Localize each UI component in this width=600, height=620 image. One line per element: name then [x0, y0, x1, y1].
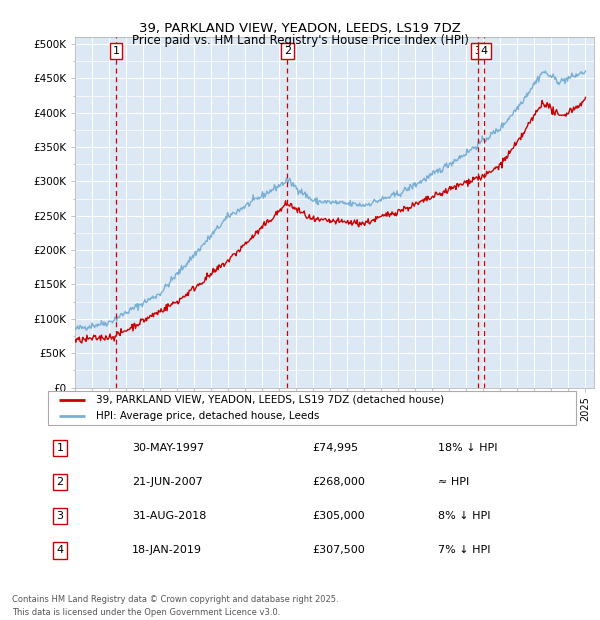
Text: 39, PARKLAND VIEW, YEADON, LEEDS, LS19 7DZ (detached house): 39, PARKLAND VIEW, YEADON, LEEDS, LS19 7…: [95, 395, 443, 405]
Text: 1: 1: [113, 46, 119, 56]
Text: ≈ HPI: ≈ HPI: [438, 477, 469, 487]
Text: 4: 4: [481, 46, 488, 56]
Text: 7% ↓ HPI: 7% ↓ HPI: [438, 545, 491, 556]
Text: £268,000: £268,000: [312, 477, 365, 487]
Text: 39, PARKLAND VIEW, YEADON, LEEDS, LS19 7DZ: 39, PARKLAND VIEW, YEADON, LEEDS, LS19 7…: [139, 22, 461, 35]
Text: 31-AUG-2018: 31-AUG-2018: [132, 511, 206, 521]
Text: 21-JUN-2007: 21-JUN-2007: [132, 477, 203, 487]
Text: HPI: Average price, detached house, Leeds: HPI: Average price, detached house, Leed…: [95, 411, 319, 421]
Text: 8% ↓ HPI: 8% ↓ HPI: [438, 511, 491, 521]
Text: 1: 1: [56, 443, 64, 453]
Text: 3: 3: [56, 511, 64, 521]
Text: 18-JAN-2019: 18-JAN-2019: [132, 545, 202, 556]
Text: Contains HM Land Registry data © Crown copyright and database right 2025.
This d: Contains HM Land Registry data © Crown c…: [12, 595, 338, 617]
Text: £305,000: £305,000: [312, 511, 365, 521]
Text: 3: 3: [474, 46, 481, 56]
Text: £307,500: £307,500: [312, 545, 365, 556]
Text: 18% ↓ HPI: 18% ↓ HPI: [438, 443, 497, 453]
Text: 4: 4: [56, 545, 64, 556]
Text: Price paid vs. HM Land Registry's House Price Index (HPI): Price paid vs. HM Land Registry's House …: [131, 34, 469, 47]
FancyBboxPatch shape: [48, 391, 576, 425]
Text: 2: 2: [56, 477, 64, 487]
Text: 2: 2: [284, 46, 291, 56]
Text: £74,995: £74,995: [312, 443, 358, 453]
Text: 30-MAY-1997: 30-MAY-1997: [132, 443, 204, 453]
